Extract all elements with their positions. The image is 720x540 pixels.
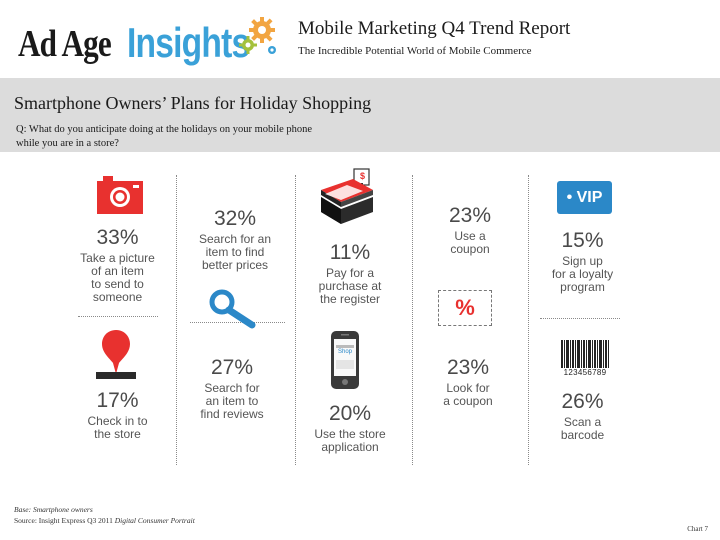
chart-number: Chart 7 — [687, 525, 708, 533]
stat-percent: 17% — [96, 389, 139, 412]
stat-search-prices: 32% Search for an item to find better pr… — [185, 207, 285, 272]
stat-label: Take a picture of an item to send to som… — [70, 252, 165, 304]
stat-scan-barcode: 26% Scan a barcode — [535, 390, 630, 442]
label-line: better prices — [201, 258, 269, 272]
label-line: the register — [319, 292, 381, 306]
label-line: coupon — [450, 242, 490, 256]
barcode-number: 123456789 — [563, 368, 607, 377]
stat-store-app: 20% Use the store application — [300, 402, 400, 454]
label-line: for a loyalty — [551, 267, 614, 281]
vip-icon: • VIP — [557, 181, 612, 214]
label-line: Sign up — [562, 254, 603, 268]
label-line: Check in to — [87, 414, 148, 428]
stat-percent: 20% — [328, 402, 372, 425]
label-line: the store — [94, 427, 141, 441]
stat-label: Search for an item to find better prices — [185, 233, 285, 272]
label-line: Look for — [446, 381, 490, 395]
percent-coupon-icon: % — [438, 290, 492, 326]
stat-pay-register: 11% Pay for a purchase at the register — [300, 241, 400, 306]
question-line-2: while you are in a store? — [16, 138, 119, 149]
label-line: an item to — [205, 394, 259, 408]
stat-label: Look for a coupon — [418, 382, 518, 408]
source-title: Digital Consumer Portrait — [114, 516, 195, 525]
label-line: Use the store — [314, 427, 386, 441]
label-line: Take a picture — [80, 251, 155, 265]
price-tag-label: $ — [360, 171, 366, 181]
footer-base: Base: Smartphone owners — [14, 505, 93, 514]
label-line: Search for — [204, 381, 260, 395]
stat-label: Check in to the store — [70, 415, 165, 441]
barcode-bars-icon — [561, 340, 609, 368]
row-divider — [190, 322, 285, 323]
stat-label: Search for an item to find reviews — [182, 382, 282, 421]
label-line: find reviews — [200, 407, 264, 421]
title-banner: Smartphone Owners’ Plans for Holiday Sho… — [0, 78, 720, 152]
label-line: item to find — [205, 245, 265, 259]
stat-loyalty: 15% Sign up for a loyalty program — [535, 229, 630, 294]
stat-check-in: 17% Check in to the store — [70, 389, 165, 441]
label-line: application — [321, 440, 379, 454]
stat-label: Sign up for a loyalty program — [535, 255, 630, 294]
column-divider — [412, 175, 413, 465]
label-line: to send to — [91, 277, 144, 291]
label-line: Search for an — [198, 232, 272, 246]
location-pin-icon — [96, 330, 136, 379]
stat-percent: 23% — [448, 204, 492, 227]
column-divider — [528, 175, 529, 465]
chart-title: Smartphone Owners’ Plans for Holiday Sho… — [14, 93, 372, 113]
stat-label: Scan a barcode — [535, 416, 630, 442]
barcode-icon: 123456789 — [561, 340, 609, 378]
phone-screen-text: Shop — [338, 349, 353, 355]
gears-icon — [239, 17, 276, 54]
stat-percent: 33% — [96, 226, 139, 249]
stat-search-reviews: 27% Search for an item to find reviews — [182, 356, 282, 421]
question-line-1: Q: What do you anticipate doing at the h… — [16, 124, 313, 135]
smartphone-icon — [331, 331, 359, 389]
header: Ad Age Insights Mobile Marketing Q4 Tren… — [0, 0, 720, 78]
source-label: Source: Insight Express Q3 2011 — [14, 516, 115, 525]
report-title: Mobile Marketing Q4 Trend Report — [298, 18, 571, 39]
column-divider — [295, 175, 296, 465]
report-subtitle: The Incredible Potential World of Mobile… — [298, 45, 532, 57]
logo-insights: Insights — [127, 19, 250, 66]
label-line: Scan a — [563, 415, 602, 429]
stat-percent: 26% — [561, 390, 604, 413]
stat-percent: 27% — [210, 356, 254, 379]
survey-question: Q: What do you anticipate doing at the h… — [16, 123, 376, 151]
row-divider — [78, 316, 158, 317]
magnifier-icon — [209, 289, 256, 329]
row-divider — [540, 318, 620, 319]
label-line: barcode — [560, 428, 605, 442]
label-line: of an item — [91, 264, 144, 278]
camera-icon — [97, 176, 143, 214]
stat-label: Pay for a purchase at the register — [300, 267, 400, 306]
stat-look-coupon: 23% Look for a coupon — [418, 356, 518, 408]
stat-label: Use the store application — [300, 428, 400, 454]
stat-label: Use a coupon — [420, 230, 520, 256]
label-line: purchase at — [318, 279, 382, 293]
label-line: someone — [92, 290, 143, 304]
stat-percent: 23% — [446, 356, 490, 379]
cash-register-icon — [321, 168, 373, 224]
column-divider — [176, 175, 177, 465]
label-line: a coupon — [443, 394, 493, 408]
logo-adage: Ad Age — [18, 23, 112, 65]
stat-percent: 11% — [329, 241, 371, 264]
stat-take-picture: 33% Take a picture of an item to send to… — [70, 226, 165, 304]
label-line: program — [560, 280, 605, 294]
label-line: Use a — [454, 229, 486, 243]
stat-percent: 32% — [213, 207, 257, 230]
footer-source: Source: Insight Express Q3 2011 Digital … — [14, 516, 195, 525]
stat-use-coupon: 23% Use a coupon — [420, 204, 520, 256]
stat-percent: 15% — [561, 229, 604, 252]
label-line: Pay for a — [325, 266, 375, 280]
